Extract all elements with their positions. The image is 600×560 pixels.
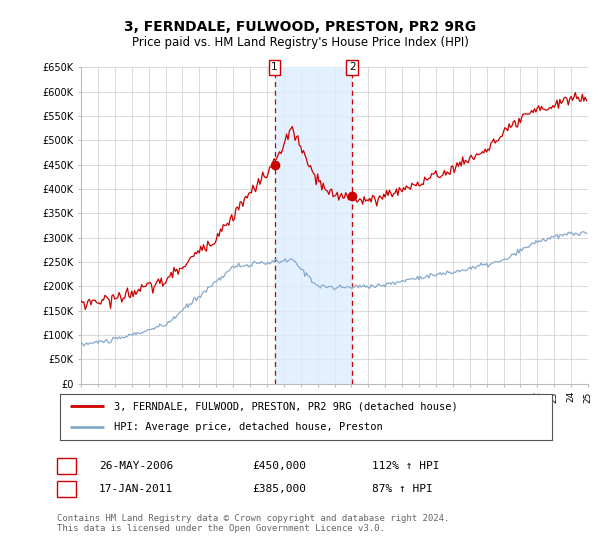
Text: 1: 1 [271,62,278,72]
Text: 17-JAN-2011: 17-JAN-2011 [99,484,173,494]
Text: £385,000: £385,000 [252,484,306,494]
Text: Contains HM Land Registry data © Crown copyright and database right 2024.
This d: Contains HM Land Registry data © Crown c… [57,514,449,534]
Text: 26-MAY-2006: 26-MAY-2006 [99,461,173,471]
Text: 3, FERNDALE, FULWOOD, PRESTON, PR2 9RG (detached house): 3, FERNDALE, FULWOOD, PRESTON, PR2 9RG (… [114,401,458,411]
Text: Price paid vs. HM Land Registry's House Price Index (HPI): Price paid vs. HM Land Registry's House … [131,36,469,49]
Text: 3, FERNDALE, FULWOOD, PRESTON, PR2 9RG: 3, FERNDALE, FULWOOD, PRESTON, PR2 9RG [124,20,476,34]
Text: 87% ↑ HPI: 87% ↑ HPI [372,484,433,494]
Text: HPI: Average price, detached house, Preston: HPI: Average price, detached house, Pres… [114,422,383,432]
Bar [275,67,352,384]
Text: 2: 2 [63,484,70,494]
Text: 2: 2 [349,62,356,72]
Text: 1: 1 [63,461,70,471]
Text: £450,000: £450,000 [252,461,306,471]
Text: 112% ↑ HPI: 112% ↑ HPI [372,461,439,471]
